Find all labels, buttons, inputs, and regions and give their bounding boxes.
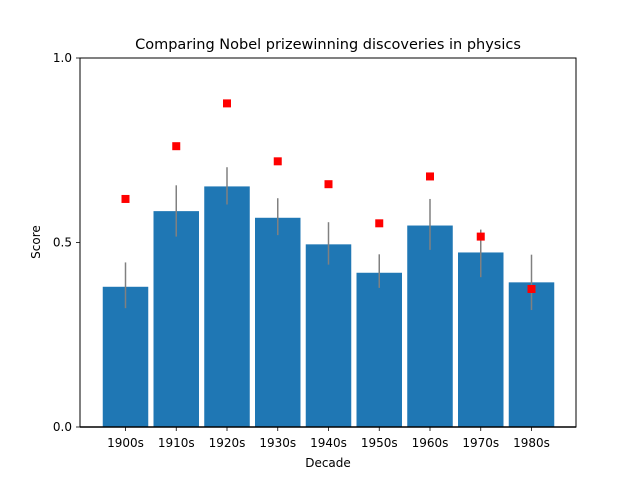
bars-layer xyxy=(102,186,555,427)
bar xyxy=(102,286,149,427)
y-axis: 0.0 0.5 1.0 xyxy=(53,51,80,434)
marker-point xyxy=(223,99,231,108)
x-axis-title: Decade xyxy=(305,456,351,470)
marker-point xyxy=(527,284,536,293)
x-tick-label: 1970s xyxy=(462,436,499,450)
y-tick-label: 0.0 xyxy=(53,420,72,434)
marker-point xyxy=(375,219,384,228)
x-tick-label: 1980s xyxy=(513,436,550,450)
x-tick-label: 1950s xyxy=(361,436,398,450)
bar xyxy=(356,272,402,427)
x-axis: 1900s 1910s 1920s 1930s 1940s 1950s 1960s 1970s… xyxy=(80,426,576,450)
y-tick-label: 0.5 xyxy=(53,236,72,250)
x-tick-label: 1940s xyxy=(310,436,347,450)
bar xyxy=(153,211,199,427)
x-tick-label: 1900s xyxy=(107,436,144,450)
bar xyxy=(458,252,504,427)
chart-title: Comparing Nobel prizewinning discoveries… xyxy=(135,37,521,53)
marker-point xyxy=(172,142,181,151)
bar xyxy=(407,225,453,427)
bar xyxy=(305,244,352,427)
x-tick-label: 1910s xyxy=(158,436,195,450)
marker-point xyxy=(273,157,282,166)
bar xyxy=(255,217,301,427)
y-axis-title: Score xyxy=(29,225,43,259)
marker-point xyxy=(476,232,485,241)
x-tick-label: 1920s xyxy=(209,436,246,450)
x-tick-label: 1960s xyxy=(412,436,449,450)
marker-point xyxy=(121,194,130,203)
marker-point xyxy=(324,180,333,189)
markers-layer xyxy=(121,99,536,293)
bar xyxy=(204,186,250,427)
marker-point xyxy=(426,172,434,181)
x-tick-label: 1930s xyxy=(259,436,296,450)
y-tick-label: 1.0 xyxy=(53,51,72,65)
